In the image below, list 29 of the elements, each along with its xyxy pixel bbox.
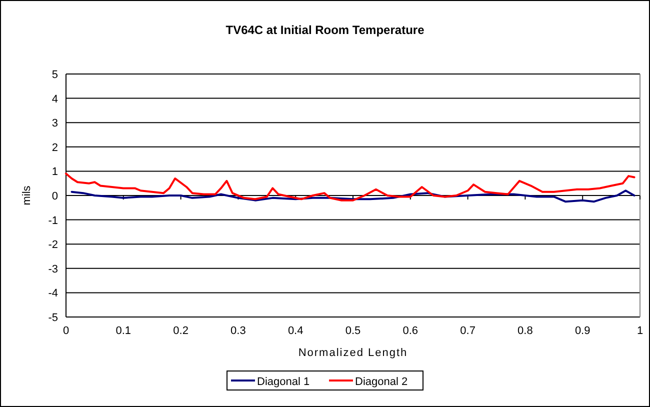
y-tick-label: 1	[52, 166, 58, 178]
x-tick-label: 0.7	[460, 325, 476, 337]
y-tick-label: -5	[48, 312, 58, 324]
y-tick-label: -3	[48, 263, 58, 276]
chart-title: TV64C at Initial Room Temperature	[226, 23, 425, 37]
y-tick-label: 3	[52, 118, 58, 130]
y-axis-title: mils	[21, 185, 33, 206]
x-tick-label: 0.2	[173, 325, 188, 337]
line-series	[65, 172, 636, 202]
y-tick-label: -2	[48, 239, 58, 252]
legend-label: Diagonal 2	[355, 376, 408, 388]
x-tick-label: 0.5	[345, 325, 361, 337]
line-series	[70, 190, 636, 203]
y-tick-label: 0	[52, 190, 58, 202]
x-tick-label: 1	[636, 325, 644, 337]
y-tick-label: -1	[48, 214, 58, 227]
legend-label: Diagonal 1	[257, 376, 310, 388]
x-tick-label: 0.9	[574, 325, 590, 337]
x-tick-label: 0.8	[518, 325, 533, 337]
x-tick-label: 0	[62, 325, 70, 337]
x-tick-label: 0.6	[402, 325, 418, 337]
x-tick-label: 0.4	[288, 325, 304, 337]
x-axis-title: Normalized Length	[298, 347, 408, 359]
x-tick-label: 0.1	[116, 325, 132, 337]
y-tick-label: 4	[52, 93, 58, 106]
y-tick-label: 2	[52, 142, 58, 154]
x-tick-label: 0.3	[230, 325, 246, 337]
y-tick-label: -4	[48, 288, 58, 300]
y-tick-label: 5	[52, 69, 58, 81]
